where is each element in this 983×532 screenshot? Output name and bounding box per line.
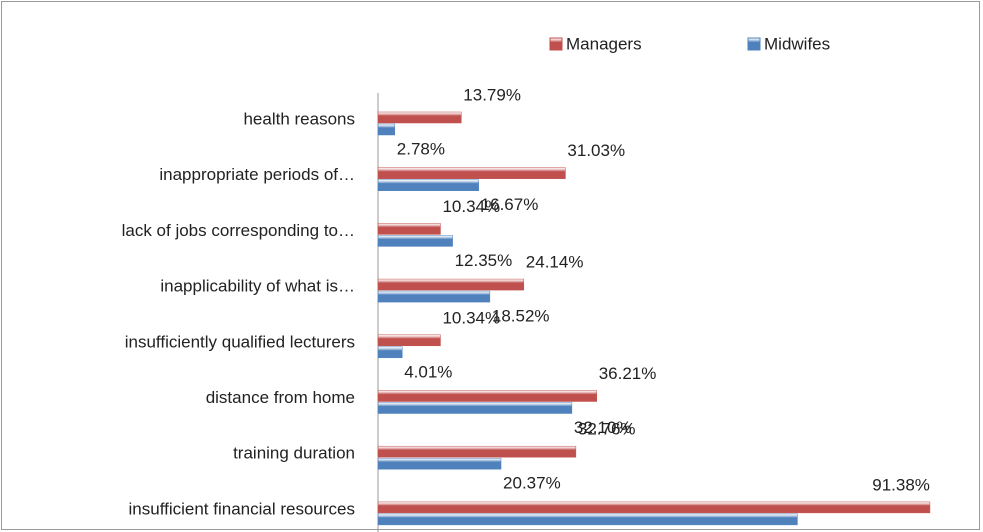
- data-label: 12.35%: [455, 251, 513, 270]
- data-label: 16.67%: [481, 195, 539, 214]
- data-label: 13.79%: [463, 85, 521, 104]
- bar: [377, 402, 573, 414]
- data-label: 24.14%: [526, 253, 584, 272]
- legend-label: Midwifes: [764, 34, 830, 53]
- category-label: health reasons: [243, 109, 355, 128]
- data-label: 31.03%: [567, 141, 625, 160]
- bar: [377, 179, 479, 191]
- data-label: 4.01%: [404, 362, 452, 381]
- bar: [377, 111, 462, 124]
- data-label: 2.78%: [397, 139, 445, 158]
- category-label: lack of jobs corresponding to…: [122, 221, 355, 240]
- bar: [377, 235, 453, 247]
- category-label: training duration: [233, 444, 355, 463]
- bar: [377, 334, 441, 347]
- bar: [377, 123, 396, 136]
- legend-swatch: [549, 37, 563, 51]
- data-label: 10.34%: [442, 308, 500, 327]
- category-label: inapplicability of what is…: [160, 277, 355, 296]
- category-label: insufficiently qualified lecturers: [125, 332, 355, 351]
- data-label: 69.44%: [799, 529, 857, 532]
- data-label: 91.38%: [872, 475, 930, 494]
- category-label: insufficient financial resources: [129, 499, 355, 518]
- bar: [377, 346, 403, 359]
- bar: [377, 390, 597, 402]
- bar: [377, 223, 441, 235]
- legend-label: Managers: [566, 34, 642, 53]
- bar: [377, 445, 577, 458]
- bar: [377, 501, 931, 514]
- bar: [377, 278, 525, 291]
- data-label: 32.10%: [574, 418, 632, 437]
- data-label: 20.37%: [503, 474, 561, 493]
- data-label: 10.34%: [442, 197, 500, 216]
- bar: [377, 513, 798, 526]
- category-label: inappropriate periods of…: [159, 165, 355, 184]
- data-label: 18.52%: [492, 307, 550, 326]
- data-label: 36.21%: [599, 364, 657, 383]
- data-label: 32.76%: [578, 420, 636, 439]
- bar: [377, 457, 502, 470]
- bar: [377, 290, 491, 303]
- category-label: distance from home: [206, 388, 355, 407]
- bar: [377, 167, 566, 179]
- legend-swatch: [747, 37, 761, 51]
